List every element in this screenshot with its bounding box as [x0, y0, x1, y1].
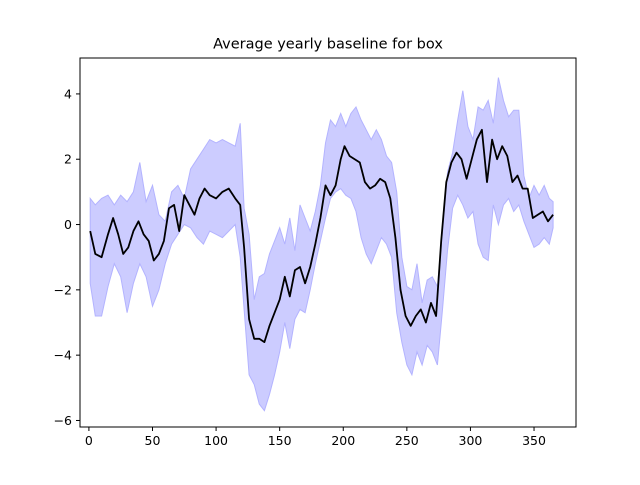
- y-tick-label: −6: [54, 413, 72, 428]
- y-tick-label: −4: [54, 348, 72, 363]
- x-tick-label: 100: [204, 433, 228, 448]
- y-tick-label: 0: [64, 217, 72, 232]
- x-tick-label: 200: [331, 433, 355, 448]
- x-tick-label: 50: [145, 433, 161, 448]
- axes-frame: [79, 57, 577, 428]
- plot-area: [89, 77, 554, 412]
- y-axis: −6 −4 −2 0 2 4: [54, 86, 80, 428]
- chart-title: Average yearly baseline for box: [213, 37, 443, 53]
- x-tick-label: 250: [395, 433, 419, 448]
- x-axis: 0 50 100 150 200 250 300 350: [85, 427, 546, 448]
- x-tick-label: 150: [268, 433, 292, 448]
- confidence-band: [89, 77, 554, 412]
- mean-line: [89, 128, 554, 344]
- y-tick-label: 4: [64, 86, 72, 101]
- y-tick-label: 2: [64, 152, 72, 167]
- x-tick-label: 350: [522, 433, 546, 448]
- x-tick-label: 300: [459, 433, 483, 448]
- x-tick-label: 0: [85, 433, 93, 448]
- y-tick-label: −2: [54, 282, 72, 297]
